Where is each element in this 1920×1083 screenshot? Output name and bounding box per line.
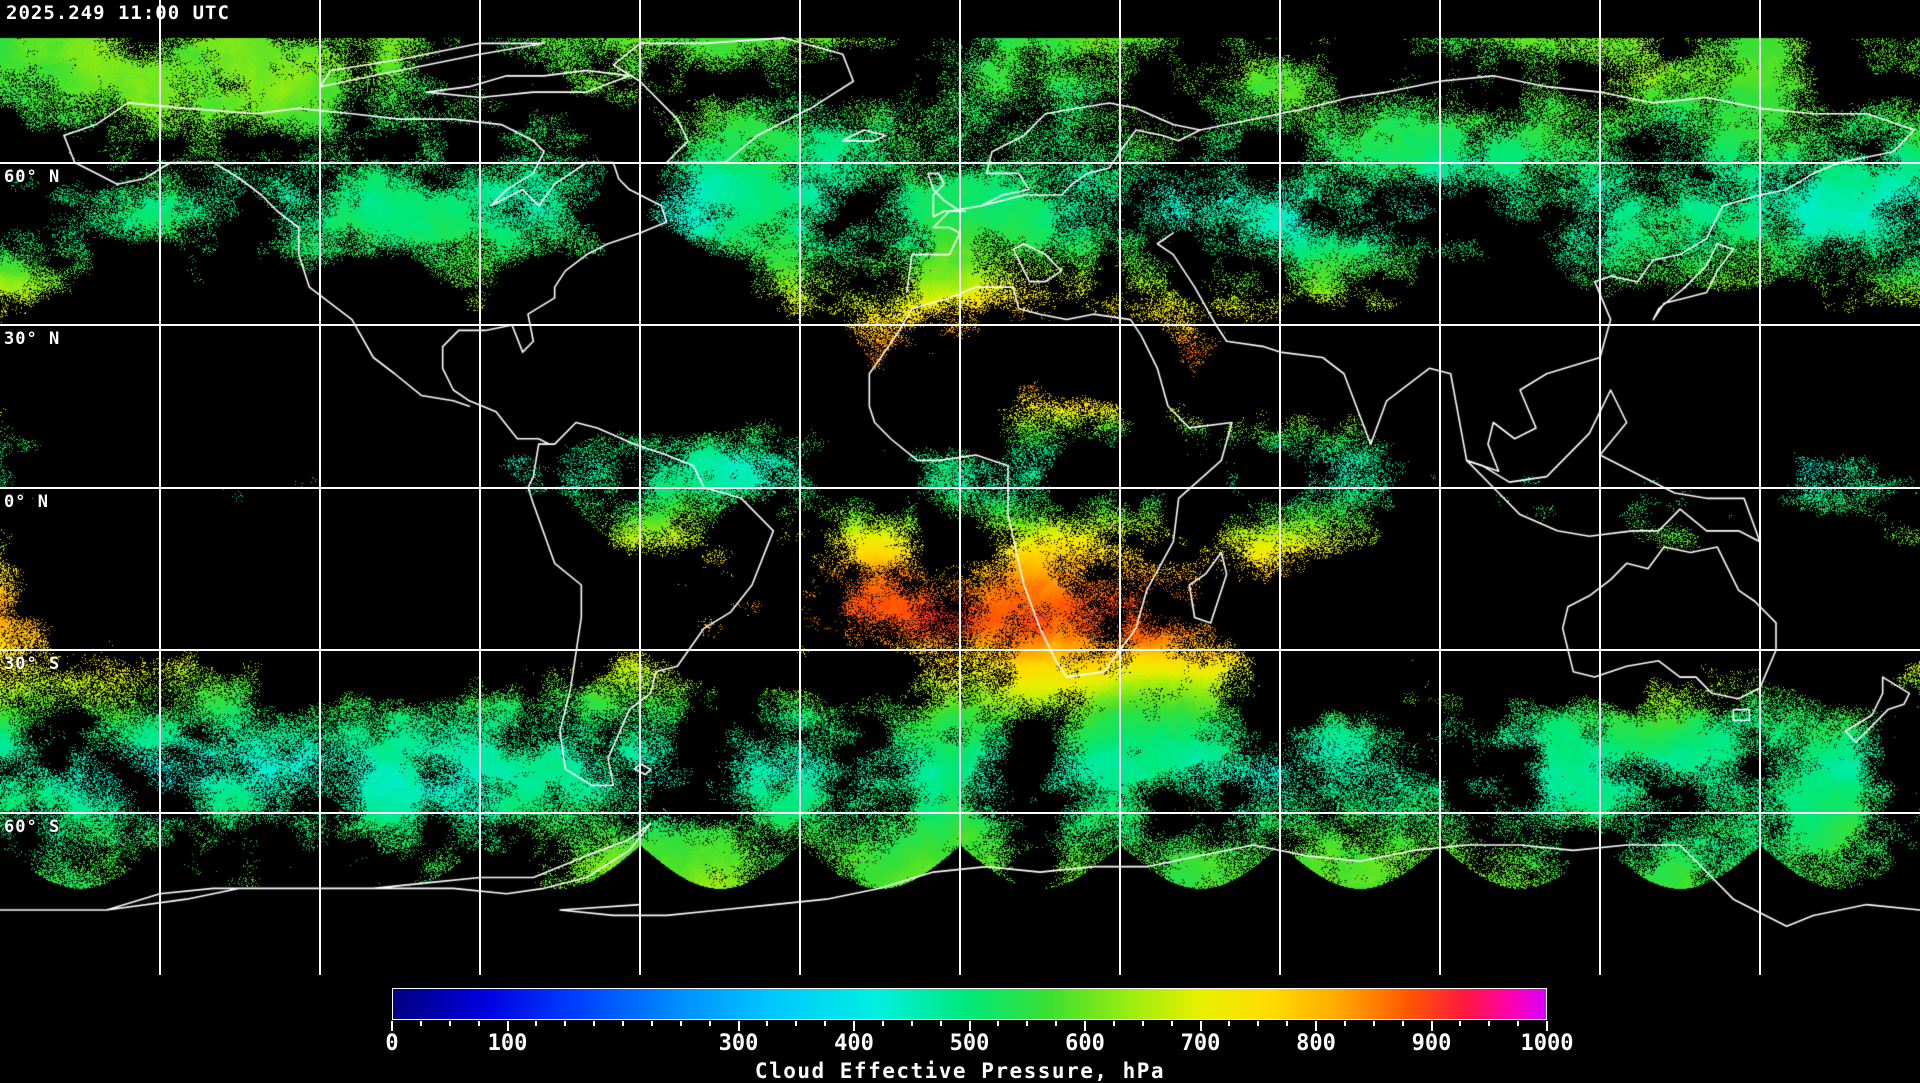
colorbar-label-900: 900 — [1411, 1031, 1452, 1056]
colorbar-tick-575 — [1055, 1021, 1058, 1026]
colorbar-tick-350 — [795, 1021, 798, 1026]
colorbar-tick-75 — [477, 1021, 480, 1026]
colorbar-tick-725 — [1228, 1021, 1231, 1026]
colorbar-tick-550 — [1026, 1021, 1029, 1026]
colorbar-tick-25 — [419, 1021, 422, 1026]
colorbar-tick-250 — [679, 1021, 682, 1026]
colorbar-tick-650 — [1141, 1021, 1144, 1026]
colorbar-tick-1000 — [1546, 1021, 1548, 1031]
colorbar-tick-125 — [535, 1021, 538, 1026]
colorbar-tick-400 — [853, 1021, 855, 1031]
colorbar-tick-200 — [622, 1021, 624, 1026]
colorbar-label-100: 100 — [487, 1031, 528, 1056]
lat-label-3: 30° S — [4, 654, 61, 674]
colorbar-tick-800 — [1315, 1021, 1317, 1031]
colorbar-tick-975 — [1517, 1021, 1520, 1026]
colorbar-label-0: 0 — [385, 1031, 399, 1056]
colorbar-gradient — [392, 988, 1547, 1020]
colorbar-label-700: 700 — [1180, 1031, 1221, 1056]
colorbar-label-400: 400 — [834, 1031, 874, 1056]
colorbar-tick-300 — [737, 1021, 740, 1031]
colorbar-tick-225 — [650, 1021, 653, 1026]
colorbar-tick-325 — [766, 1021, 769, 1026]
lat-label-0: 60° N — [4, 166, 61, 187]
colorbar-tick-825 — [1343, 1021, 1346, 1026]
lat-label-2: 0° N — [4, 491, 49, 512]
lat-label-4: 60° S — [4, 816, 61, 837]
colorbar-tick-600 — [1084, 1021, 1086, 1031]
colorbar-tick-450 — [910, 1021, 913, 1026]
world-map[interactable]: 60° N 30° N 0° N 30° S 60° S — [0, 0, 1920, 975]
colorbar-label-300: 300 — [718, 1031, 759, 1056]
colorbar-tick-925 — [1459, 1021, 1462, 1026]
colorbar-tick-700 — [1199, 1021, 1202, 1031]
colorbar-title: Cloud Effective Pressure, hPa — [754, 1059, 1166, 1083]
colorbar-tick-900 — [1430, 1021, 1433, 1031]
colorbar-tick-525 — [997, 1021, 1000, 1026]
colorbar-label-1000: 1000 — [1520, 1031, 1574, 1056]
colorbar-tick-850 — [1372, 1021, 1375, 1026]
colorbar-tick-625 — [1112, 1021, 1115, 1026]
colorbar-tick-425 — [881, 1021, 884, 1026]
colorbar-label-500: 500 — [949, 1031, 990, 1056]
colorbar-tick-775 — [1286, 1021, 1289, 1026]
cloud-pressure-raster — [0, 0, 1920, 975]
colorbar-tick-675 — [1170, 1021, 1173, 1026]
colorbar-tick-175 — [593, 1021, 596, 1026]
colorbar-ticks — [391, 1021, 1548, 1031]
colorbar-tick-labels: 0 100 300 400 500 600 700 800 900 1000 — [0, 1031, 1920, 1057]
lat-label-1: 30° N — [4, 329, 61, 349]
colorbar-tick-150 — [564, 1021, 567, 1026]
colorbar-tick-950 — [1488, 1021, 1491, 1026]
colorbar-tick-475 — [939, 1021, 942, 1026]
colorbar-label-600: 600 — [1065, 1031, 1105, 1056]
colorbar-tick-875 — [1401, 1021, 1404, 1026]
colorbar-label-800: 800 — [1296, 1031, 1336, 1056]
colorbar-tick-500 — [968, 1021, 971, 1031]
colorbar-tick-50 — [448, 1021, 451, 1026]
colorbar-tick-375 — [824, 1021, 827, 1026]
colorbar-tick-0 — [391, 1021, 393, 1031]
colorbar-tick-750 — [1257, 1021, 1260, 1026]
colorbar-panel: 0 100 300 400 500 600 700 800 900 1000 Cloud Effe… — [0, 975, 1920, 1083]
colorbar-tick-275 — [708, 1021, 711, 1026]
timestamp-label: 2025.249 11:00 UTC — [6, 2, 230, 24]
colorbar-tick-100 — [506, 1021, 509, 1031]
